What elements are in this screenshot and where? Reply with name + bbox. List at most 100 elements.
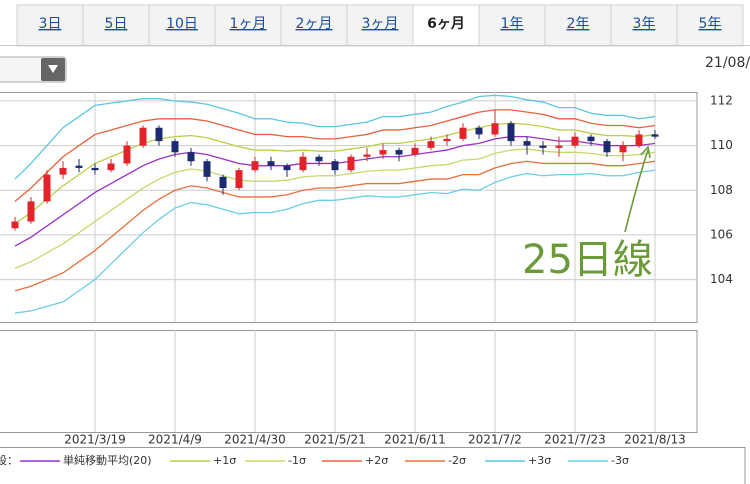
x-tick-label: 2021/6/11	[384, 433, 446, 447]
candle-body	[635, 134, 643, 146]
select-arrow	[48, 65, 58, 73]
candle-body	[75, 165, 83, 168]
candle-body	[459, 127, 467, 139]
annotation: 25日線	[522, 237, 653, 283]
tab-label[interactable]: 2ヶ月	[296, 16, 333, 32]
candle-body	[283, 165, 291, 171]
band-line	[14, 148, 656, 270]
tab-label[interactable]: 10日	[166, 16, 198, 32]
candle-body	[139, 127, 147, 146]
period-select[interactable]	[0, 56, 67, 83]
band-line	[14, 109, 656, 202]
x-tick-label: 2021/7/23	[544, 433, 606, 447]
y-tick-label: 104	[710, 272, 733, 286]
y-tick-label: 108	[710, 183, 733, 197]
tab[interactable]	[148, 4, 216, 47]
candle-body	[331, 161, 339, 171]
band-line	[14, 122, 656, 225]
x-tick-label: 2021/4/30	[224, 433, 286, 447]
candle-body	[507, 123, 515, 142]
candle-body	[539, 145, 547, 148]
axes: 104 106 108 110 112 2021/3/19 2021/4/9 2021/4/3…	[64, 93, 733, 446]
legend-label: -3σ	[611, 454, 629, 467]
x-tick-label: 2021/3/19	[64, 433, 126, 447]
candle-body	[11, 221, 19, 229]
legend: 設： 単純移動平均(20) +1σ -1σ +2σ -2σ +3σ -3σ	[0, 453, 629, 467]
price-panel	[0, 92, 698, 323]
tab-label[interactable]: 1年	[501, 16, 524, 32]
tab-label[interactable]: 3年	[633, 16, 656, 32]
candle-body	[251, 161, 259, 171]
date-header: 21/08/	[705, 55, 750, 71]
tab[interactable]	[82, 4, 150, 47]
candles	[11, 109, 659, 231]
candle-body	[443, 138, 451, 142]
candle-body	[523, 141, 531, 146]
candle-body	[299, 156, 307, 171]
legend-label: -1σ	[288, 454, 306, 467]
x-tick-label: 2021/5/21	[304, 433, 366, 447]
tab-label[interactable]: 5年	[699, 16, 722, 32]
volume-panel	[0, 330, 698, 433]
tab-label[interactable]: 3ヶ月	[362, 16, 399, 32]
x-tick-label: 2021/7/2	[468, 433, 522, 447]
candle-body	[427, 141, 435, 148]
candle-body	[619, 145, 627, 153]
band-line	[14, 169, 656, 314]
band-line	[14, 94, 656, 180]
tab-label[interactable]: 2年	[567, 16, 590, 32]
candle-body	[571, 136, 579, 146]
candle-body	[267, 161, 275, 166]
candle-body	[651, 134, 659, 137]
candle-body	[203, 161, 211, 177]
y-tick-label: 106	[710, 227, 733, 241]
legend-label: +2σ	[365, 454, 388, 467]
legend-label: +3σ	[528, 454, 551, 467]
tab-label[interactable]: 1ヶ月	[230, 16, 267, 32]
candle-body	[555, 145, 563, 148]
candle-body	[395, 150, 403, 155]
x-tick-label: 2021/8/13	[624, 433, 686, 447]
tab[interactable]	[16, 4, 84, 47]
legend-prefix: 設：	[0, 453, 18, 467]
legend-label: -2σ	[448, 454, 466, 467]
tab-label[interactable]: 6ヶ月	[427, 16, 465, 32]
candle-body	[587, 136, 595, 142]
tab[interactable]	[544, 4, 612, 47]
candle-body	[379, 150, 387, 155]
candle-body	[27, 201, 35, 222]
tab[interactable]	[610, 4, 678, 47]
legend-box	[0, 447, 746, 484]
candle-body	[491, 123, 499, 135]
candle-body	[107, 163, 115, 171]
candle-body	[363, 154, 371, 157]
bands	[14, 94, 656, 314]
candle-body	[315, 156, 323, 162]
tab-label[interactable]: 5日	[105, 16, 128, 32]
candle-body	[155, 127, 163, 142]
grid	[0, 92, 697, 432]
annotation-arrow	[624, 149, 649, 233]
band-line	[14, 160, 656, 292]
candle-body	[91, 167, 99, 171]
y-tick-label: 110	[710, 138, 733, 152]
candle-body	[603, 141, 611, 153]
y-tick-label: 112	[710, 93, 733, 107]
tab-label[interactable]: 3日	[39, 16, 62, 32]
legend-label: +1σ	[213, 454, 236, 467]
candle-body	[219, 176, 227, 189]
candle-body	[187, 152, 195, 162]
candle-body	[59, 167, 67, 175]
annotation-arrowhead	[640, 145, 651, 159]
candle-body	[235, 170, 243, 189]
tab-bar: 3日 5日 10日 1ヶ月 2ヶ月 3ヶ月 6ヶ月 1年 2年 3年 5年	[16, 4, 744, 47]
candle-body	[347, 156, 355, 171]
candle-body	[475, 127, 483, 135]
x-tick-label: 2021/4/9	[148, 433, 202, 447]
legend-label: 単純移動平均(20)	[63, 453, 152, 467]
tab[interactable]	[478, 4, 546, 47]
candle-body	[123, 145, 131, 164]
candle-body	[43, 174, 51, 202]
candle-body	[171, 141, 179, 153]
